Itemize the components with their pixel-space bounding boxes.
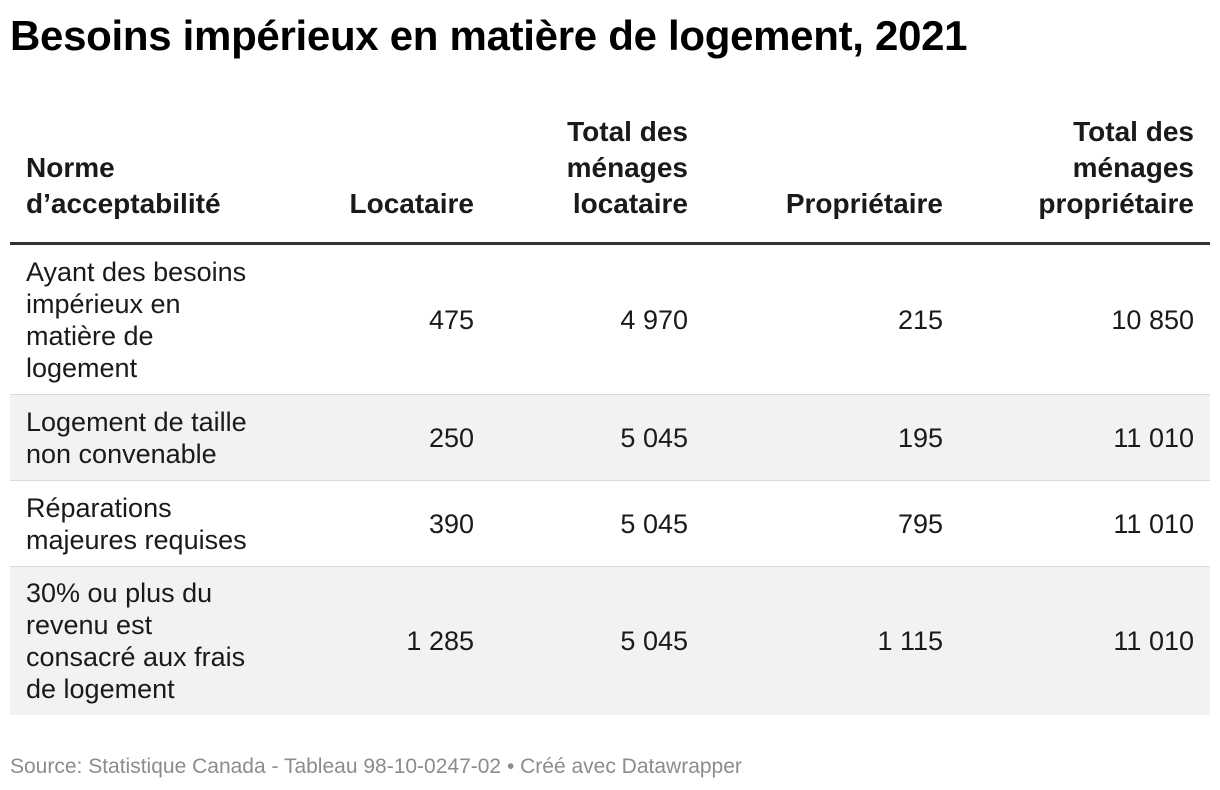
header-line: ménages xyxy=(566,152,688,183)
cell-total-menages-proprietaire: 11 010 xyxy=(959,394,1210,481)
column-header-total-menages-locataire: Total des ménages locataire xyxy=(490,114,704,245)
header-line: Propriétaire xyxy=(785,188,943,219)
column-header-proprietaire: Propriétaire xyxy=(704,114,959,245)
header-line: Locataire xyxy=(349,188,475,219)
column-header-locataire: Locataire xyxy=(280,114,490,245)
header-line: propriétaire xyxy=(1038,188,1194,219)
label-line: majeures requises xyxy=(26,524,247,555)
row-label: Logement de taille non convenable xyxy=(10,394,280,481)
column-header-total-menages-proprietaire: Total des ménages propriétaire xyxy=(959,114,1210,245)
label-line: revenu est xyxy=(26,609,153,640)
row-label: Ayant des besoins impérieux en matière d… xyxy=(10,243,280,395)
cell-total-menages-proprietaire: 11 010 xyxy=(959,566,1210,715)
label-line: Réparations xyxy=(26,492,172,523)
cell-proprietaire: 795 xyxy=(704,480,959,567)
table-row: Ayant des besoins impérieux en matière d… xyxy=(10,243,1210,395)
row-label: 30% ou plus du revenu est consacré aux f… xyxy=(10,566,280,715)
cell-proprietaire: 215 xyxy=(704,243,959,395)
label-line: impérieux en xyxy=(26,288,181,319)
label-line: de logement xyxy=(26,673,175,704)
cell-locataire: 250 xyxy=(280,394,490,481)
cell-proprietaire: 195 xyxy=(704,394,959,481)
table-row: 30% ou plus du revenu est consacré aux f… xyxy=(10,566,1210,715)
cell-proprietaire: 1 115 xyxy=(704,566,959,715)
cell-total-menages-locataire: 5 045 xyxy=(490,566,704,715)
table-row: Logement de taille non convenable 250 5 … xyxy=(10,394,1210,481)
cell-locataire: 475 xyxy=(280,243,490,395)
cell-total-menages-locataire: 4 970 xyxy=(490,243,704,395)
data-table: Norme d’acceptabilité Locataire Total de… xyxy=(10,114,1210,715)
cell-locataire: 390 xyxy=(280,480,490,567)
header-line: locataire xyxy=(572,188,688,219)
header-row: Norme d’acceptabilité Locataire Total de… xyxy=(10,114,1210,245)
header-line: Norme xyxy=(26,152,115,183)
table-row: Réparations majeures requises 390 5 045 … xyxy=(10,480,1210,567)
label-line: Ayant des besoins xyxy=(26,256,247,287)
header-line: ménages xyxy=(1072,152,1194,183)
header-line: d’acceptabilité xyxy=(26,188,221,219)
source-footer: Source: Statistique Canada - Tableau 98-… xyxy=(10,755,742,778)
label-line: logement xyxy=(26,352,138,383)
label-line: matière de xyxy=(26,320,154,351)
label-line: Logement de taille xyxy=(26,406,247,437)
label-line: consacré aux frais xyxy=(26,641,246,672)
label-line: non convenable xyxy=(26,438,217,469)
cell-total-menages-locataire: 5 045 xyxy=(490,480,704,567)
cell-total-menages-locataire: 5 045 xyxy=(490,394,704,481)
column-header-norme: Norme d’acceptabilité xyxy=(10,114,280,245)
chart-title: Besoins impérieux en matière de logement… xyxy=(10,12,968,59)
label-line: 30% ou plus du xyxy=(26,577,213,608)
header-line: Total des xyxy=(1073,116,1194,147)
row-label: Réparations majeures requises xyxy=(10,480,280,567)
cell-locataire: 1 285 xyxy=(280,566,490,715)
cell-total-menages-proprietaire: 11 010 xyxy=(959,480,1210,567)
header-line: Total des xyxy=(567,116,688,147)
cell-total-menages-proprietaire: 10 850 xyxy=(959,243,1210,395)
